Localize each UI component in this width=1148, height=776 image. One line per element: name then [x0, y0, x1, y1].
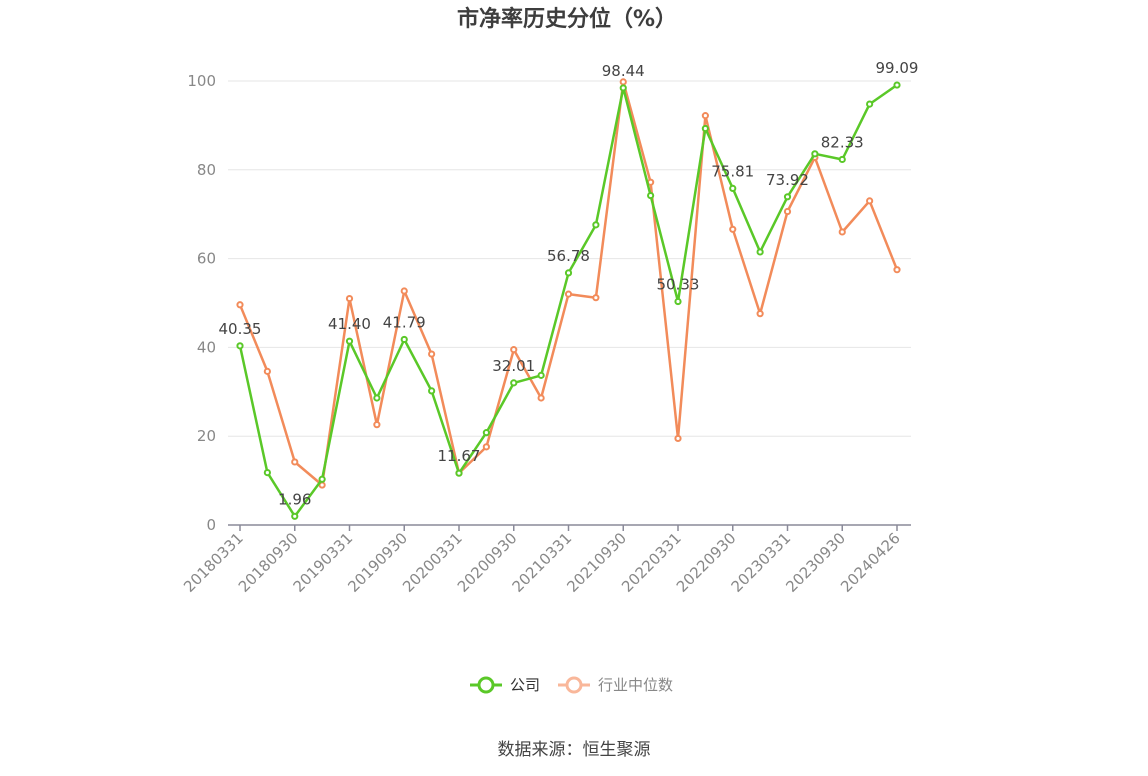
data-label: 73.92	[766, 171, 809, 189]
series-lines	[236, 78, 901, 520]
data-point[interactable]	[674, 297, 682, 306]
data-point[interactable]	[564, 269, 573, 277]
data-point[interactable]	[701, 124, 709, 133]
data-point[interactable]	[537, 394, 545, 402]
data-point[interactable]	[482, 429, 490, 437]
data-point[interactable]	[373, 394, 381, 402]
y-tick-label: 40	[197, 338, 216, 356]
data-point[interactable]	[428, 350, 436, 358]
data-label: 32.01	[492, 357, 535, 375]
legend-company-marker	[477, 676, 495, 694]
data-point[interactable]	[263, 469, 271, 477]
data-label: 82.33	[821, 133, 864, 151]
data-point[interactable]	[400, 287, 408, 295]
legend-item-industry[interactable]: 行业中位数	[558, 676, 673, 694]
data-point[interactable]	[893, 266, 901, 274]
data-point[interactable]	[400, 335, 408, 344]
data-point[interactable]	[756, 248, 764, 256]
data-point[interactable]	[592, 221, 600, 229]
data-point[interactable]	[291, 458, 299, 466]
data-point[interactable]	[729, 184, 737, 193]
x-tick-label: 20240426	[837, 529, 904, 596]
series-1	[236, 78, 901, 489]
data-label: 40.35	[219, 320, 262, 338]
data-point[interactable]	[647, 191, 655, 200]
y-tick-label: 60	[197, 250, 216, 268]
legend-industry-label: 行业中位数	[598, 676, 673, 694]
data-point[interactable]	[455, 469, 463, 477]
series-0	[236, 81, 901, 520]
legend-industry-marker	[565, 676, 583, 694]
data-point[interactable]	[838, 228, 846, 236]
series-line	[238, 80, 899, 487]
data-point[interactable]	[729, 225, 737, 233]
data-point[interactable]	[783, 193, 792, 201]
data-label: 98.44	[602, 62, 645, 80]
data-point[interactable]	[866, 100, 874, 108]
data-point[interactable]	[592, 294, 600, 302]
data-point[interactable]	[619, 78, 627, 86]
data-point[interactable]	[674, 434, 682, 443]
chart-title: 市净率历史分位（%）	[457, 6, 677, 32]
y-tick-label: 80	[197, 161, 216, 179]
data-label: 50.33	[657, 276, 700, 294]
data-point[interactable]	[318, 475, 326, 483]
data-point[interactable]	[482, 443, 490, 451]
data-label: 56.78	[547, 247, 590, 265]
data-point[interactable]	[838, 155, 846, 164]
y-tick-label: 100	[187, 72, 216, 90]
data-point[interactable]	[866, 197, 874, 205]
data-point[interactable]	[756, 310, 764, 318]
data-point[interactable]	[510, 346, 518, 354]
data-point[interactable]	[373, 421, 381, 429]
legend-company-label: 公司	[510, 676, 540, 694]
data-point[interactable]	[701, 112, 709, 120]
data-point[interactable]	[893, 81, 901, 89]
y-tick-label: 20	[197, 427, 216, 445]
data-point[interactable]	[564, 290, 573, 298]
data-point[interactable]	[345, 294, 354, 303]
legend[interactable]: 公司 行业中位数	[470, 676, 673, 694]
data-point[interactable]	[783, 207, 792, 216]
data-label: 1.96	[278, 490, 311, 508]
y-tick-label: 0	[206, 516, 216, 534]
data-point[interactable]	[811, 150, 819, 158]
data-label: 41.40	[328, 315, 371, 333]
data-labels: 40.35 1.96 41.40 41.79 11.67 32.01 56.78 98.44 5…	[219, 59, 919, 508]
data-point[interactable]	[291, 512, 299, 520]
series-line	[238, 83, 898, 518]
x-axis: 2018033120180930201903312019093020200331…	[180, 524, 911, 596]
data-label: 41.79	[383, 313, 426, 331]
data-label: 99.09	[876, 59, 919, 77]
data-point[interactable]	[510, 379, 518, 387]
data-label: 11.67	[438, 447, 481, 465]
data-point[interactable]	[428, 387, 436, 395]
data-point[interactable]	[345, 337, 354, 345]
data-label: 75.81	[711, 162, 754, 180]
data-point[interactable]	[619, 84, 627, 92]
y-axis-ticks: 0 20 40 60 80 100	[187, 72, 216, 534]
source-note: 数据来源：恒生聚源	[498, 740, 651, 760]
data-point[interactable]	[236, 301, 244, 309]
legend-item-company[interactable]: 公司	[470, 676, 540, 694]
data-point[interactable]	[537, 371, 545, 379]
data-point[interactable]	[236, 342, 244, 350]
data-point[interactable]	[263, 367, 271, 375]
